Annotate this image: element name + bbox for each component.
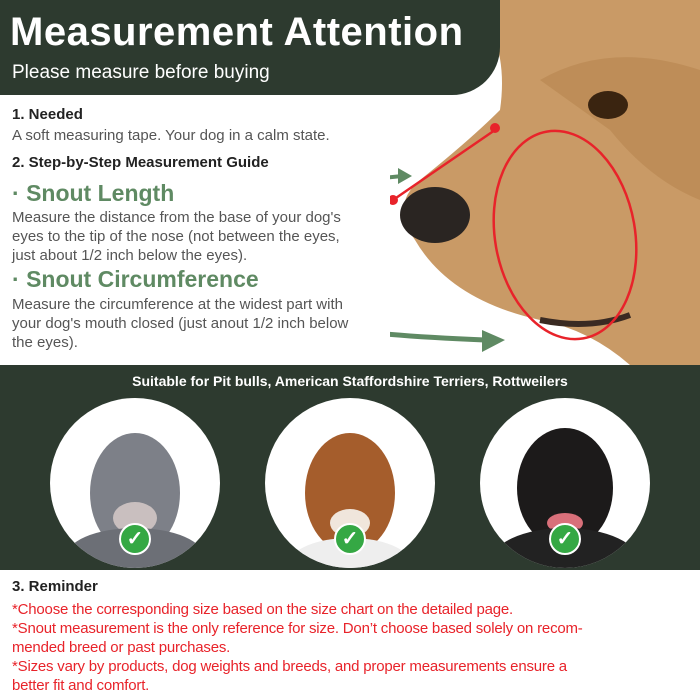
snout-length-label: Snout Length: [26, 180, 175, 206]
snout-circumference-label: Snout Circumference: [26, 266, 259, 292]
breeds-title: Suitable for Pit bulls, American Staffor…: [132, 373, 568, 389]
reminder-line: better fit and comfort.: [12, 677, 150, 694]
reminder-line: *Sizes vary by products, dog weights and…: [12, 658, 567, 675]
snout-length-title: · Snout Length: [12, 180, 175, 206]
page-title: Measurement Attention: [10, 10, 464, 54]
snout-circ-line: Measure the circumference at the widest …: [12, 296, 343, 313]
breeds-band: Suitable for Pit bulls, American Staffor…: [0, 365, 700, 570]
snout-length-line: just about 1/2 inch below the eyes).: [12, 247, 248, 264]
page-subtitle: Please measure before buying: [12, 62, 270, 83]
reminder-line: mended breed or past purchases.: [12, 639, 231, 656]
snout-length-line: Measure the distance from the base of yo…: [12, 209, 341, 226]
reminder-line: *Choose the corresponding size based on …: [12, 601, 513, 618]
needed-heading: 1. Needed: [12, 106, 83, 123]
check-icon: ✓: [549, 523, 581, 555]
guide-heading: 2. Step-by-Step Measurement Guide: [12, 154, 269, 171]
needed-text: A soft measuring tape. Your dog in a cal…: [12, 127, 330, 144]
snout-circ-line: your dog's mouth closed (just anout 1/2 …: [12, 315, 349, 332]
snout-circ-line: the eyes).: [12, 334, 78, 351]
header-banner: Measurement Attention Please measure bef…: [0, 0, 500, 95]
dog-snout-photo: [390, 0, 700, 365]
snout-circumference-title: · Snout Circumference: [12, 266, 259, 292]
reminder-line: *Snout measurement is the only reference…: [12, 620, 583, 637]
check-icon: ✓: [334, 523, 366, 555]
check-icon: ✓: [119, 523, 151, 555]
reminder-heading: 3. Reminder: [12, 578, 98, 595]
snout-length-line: eyes to the tip of the nose (not between…: [12, 228, 340, 245]
